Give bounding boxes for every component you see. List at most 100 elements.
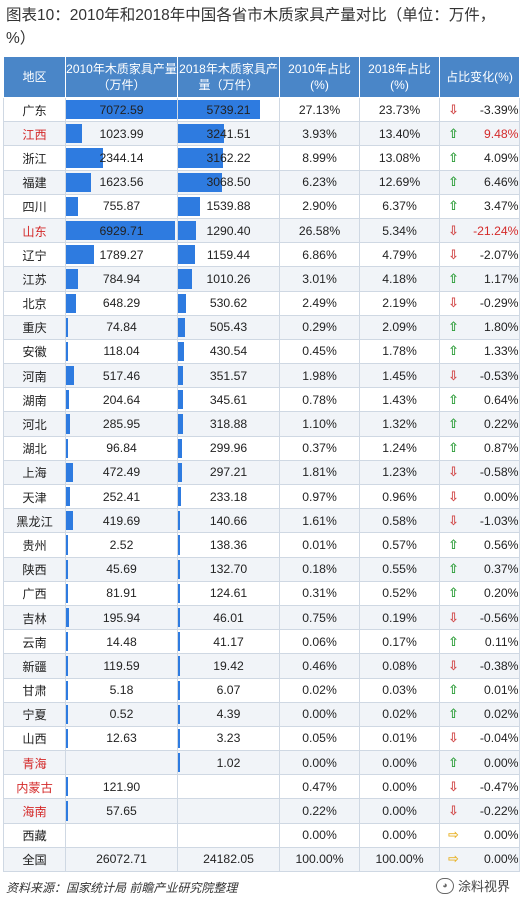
output-value: 285.95 — [102, 417, 141, 432]
output-bar — [178, 341, 185, 362]
share-2018-cell: 12.69% — [359, 169, 440, 195]
share-2018-cell: 0.00% — [359, 798, 440, 824]
output-value: 195.94 — [102, 610, 141, 625]
output-2018-cell — [177, 798, 280, 824]
output-2010-cell: 472.49 — [65, 459, 178, 486]
share-2018-cell: 2.09% — [359, 314, 440, 340]
output-2018-cell: 140.66 — [177, 508, 280, 534]
output-2010-cell: 5.18 — [65, 677, 178, 703]
output-value: 57.65 — [106, 804, 137, 819]
output-value: 1010.26 — [206, 271, 251, 286]
output-2018-cell: 318.88 — [177, 411, 280, 437]
output-2010-cell: 7072.59 — [65, 96, 178, 123]
share-2010-cell: 0.00% — [279, 701, 360, 727]
share-2010-cell: 0.78% — [279, 387, 360, 413]
change-value: -0.38% — [479, 658, 519, 673]
share-change-cell: ⇧ 0.00% — [439, 750, 520, 776]
table-row: 江苏 784.94 1010.26 3.01% 4.18% ⇧ 1.17% — [3, 266, 520, 292]
share-2018-cell: 1.24% — [359, 435, 440, 461]
share-2010-cell: 0.00% — [279, 822, 360, 848]
output-2010-cell: 45.69 — [65, 556, 178, 582]
output-bar — [66, 269, 79, 289]
share-change-cell: ⇧ 0.22% — [439, 411, 520, 437]
output-2010-cell: 285.95 — [65, 411, 178, 437]
arrow-up-icon: ⇧ — [448, 561, 459, 577]
output-bar — [178, 269, 193, 289]
output-bar — [66, 148, 103, 168]
output-2018-cell: 1159.44 — [177, 242, 280, 268]
output-value: 1789.27 — [99, 247, 144, 262]
output-value: 14.48 — [106, 634, 137, 649]
arrow-up-icon: ⇧ — [448, 343, 459, 359]
output-bar — [66, 438, 68, 458]
share-change-cell: ⇩ -0.58% — [439, 459, 520, 486]
output-2018-cell: 345.61 — [177, 387, 280, 413]
share-2018-cell: 4.79% — [359, 242, 440, 268]
output-value: 96.84 — [106, 441, 137, 456]
table-row: 江西 1023.99 3241.51 3.93% 13.40% ⇧ 9.48% — [3, 121, 520, 147]
region-cell: 广西 — [3, 580, 66, 606]
share-2018-cell: 1.78% — [359, 338, 440, 365]
change-value: 0.64% — [483, 392, 519, 407]
share-change-cell: ⇩ -0.04% — [439, 725, 520, 752]
header-2010-output: 2010年木质家具产量（万件） — [65, 56, 178, 98]
region-cell: 贵州 — [3, 532, 66, 558]
output-bar — [178, 462, 183, 482]
output-bar — [178, 172, 222, 192]
share-2010-cell: 0.75% — [279, 604, 360, 631]
output-bar — [66, 656, 68, 676]
output-value: 41.17 — [213, 634, 244, 649]
output-bar — [66, 462, 74, 482]
arrow-up-icon: ⇧ — [448, 319, 459, 335]
share-2010-cell: 2.90% — [279, 193, 360, 219]
arrow-up-icon: ⇧ — [448, 125, 459, 141]
output-bar — [178, 511, 180, 531]
change-value: -0.47% — [479, 779, 519, 794]
output-2018-cell — [177, 822, 280, 848]
output-2010-cell: 26072.71 — [65, 846, 178, 873]
header-2010-share: 2010年占比(%) — [279, 56, 360, 98]
arrow-down-icon: ⇩ — [448, 657, 459, 673]
share-2010-cell: 6.23% — [279, 169, 360, 195]
output-bar — [178, 656, 180, 676]
share-2010-cell: 0.18% — [279, 556, 360, 582]
output-2010-cell: 252.41 — [65, 483, 178, 510]
output-bar — [66, 196, 78, 216]
share-2010-cell: 0.97% — [279, 483, 360, 510]
arrow-up-icon: ⇧ — [448, 585, 459, 601]
output-bar — [66, 704, 68, 724]
change-value: 0.00% — [483, 852, 519, 867]
share-2010-cell: 3.93% — [279, 121, 360, 147]
change-value: 1.80% — [483, 320, 519, 335]
share-2018-cell: 4.18% — [359, 266, 440, 292]
header-row: 地区 2010年木质家具产量（万件） 2018年木质家具产量（万件） 2010年… — [3, 56, 520, 98]
share-change-cell: ⇧ 1.80% — [439, 314, 520, 340]
output-value: 4.39 — [216, 707, 241, 722]
output-value: 505.43 — [209, 320, 248, 335]
output-2010-cell — [65, 750, 178, 776]
output-bar — [178, 148, 224, 168]
output-bar — [66, 317, 68, 337]
share-2010-cell: 1.81% — [279, 459, 360, 486]
change-value: 0.02% — [483, 707, 519, 722]
output-value: 132.70 — [209, 562, 248, 577]
output-2010-cell: 119.59 — [65, 653, 178, 679]
output-value: 24182.05 — [203, 852, 254, 867]
change-value: -0.56% — [479, 610, 519, 625]
share-2018-cell: 0.17% — [359, 629, 440, 655]
table-row: 山西 12.63 3.23 0.05% 0.01% ⇩ -0.04% — [3, 725, 520, 752]
table-row: 重庆 74.84 505.43 0.29% 2.09% ⇧ 1.80% — [3, 314, 520, 340]
output-2018-cell — [177, 774, 280, 800]
output-bar — [66, 535, 68, 555]
output-value: 1623.56 — [99, 175, 144, 190]
region-cell: 山西 — [3, 725, 66, 752]
arrow-up-icon: ⇧ — [448, 682, 459, 698]
change-value: -0.29% — [479, 296, 519, 311]
table-row: 陕西 45.69 132.70 0.18% 0.55% ⇧ 0.37% — [3, 556, 520, 582]
table-row: 辽宁 1789.27 1159.44 6.86% 4.79% ⇩ -2.07% — [3, 242, 520, 268]
share-2010-cell: 0.01% — [279, 532, 360, 558]
arrow-right-icon: ⇨ — [448, 851, 459, 867]
output-2018-cell: 46.01 — [177, 604, 280, 631]
region-cell: 湖北 — [3, 435, 66, 461]
output-value: 1.02 — [216, 755, 241, 770]
